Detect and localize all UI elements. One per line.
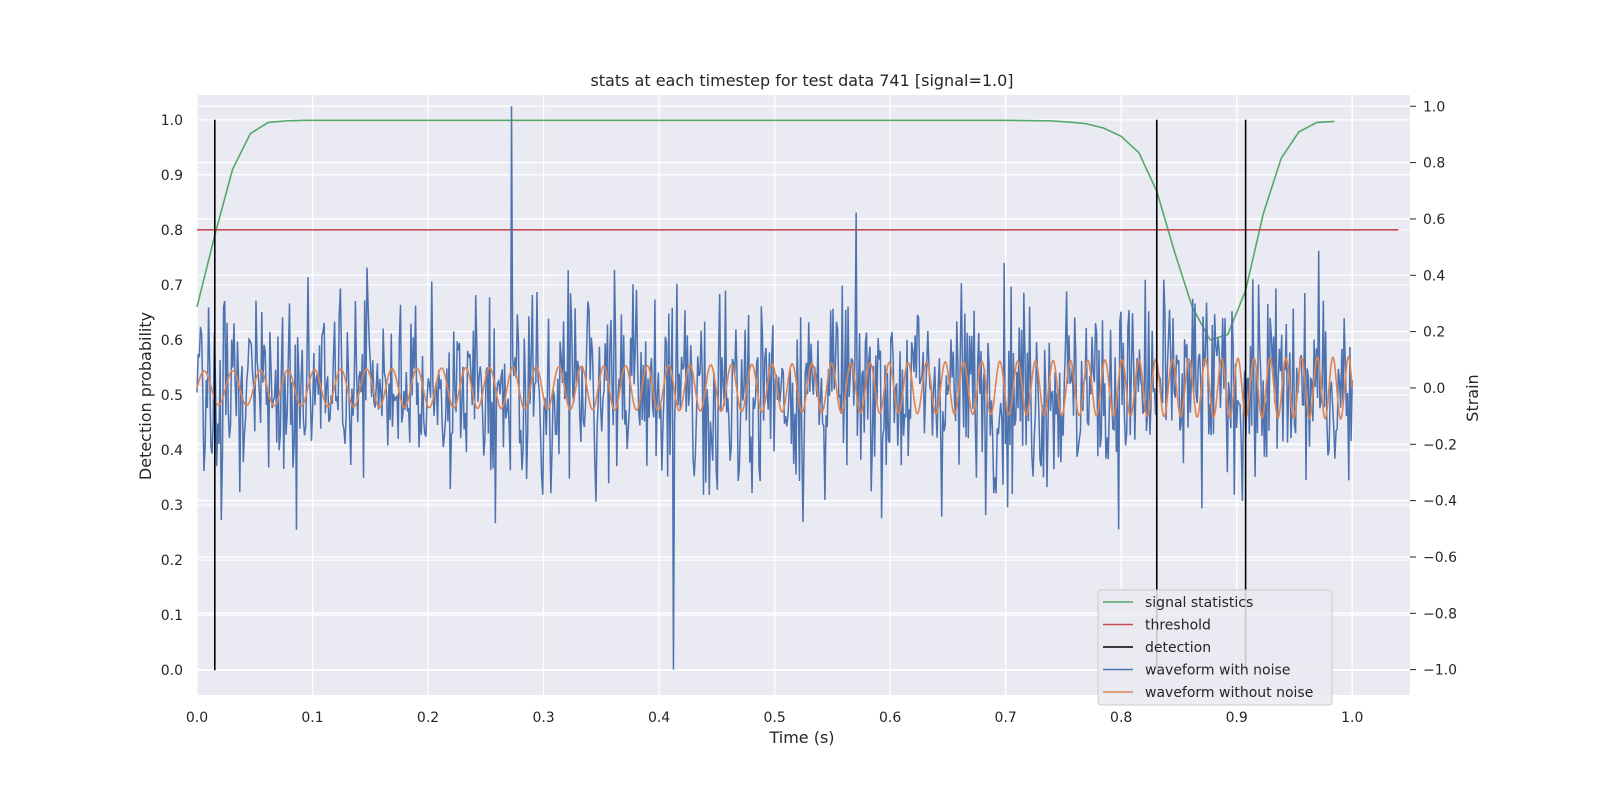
plot-area: [196, 95, 1410, 695]
x-tick-label: 0.9: [1226, 710, 1248, 726]
y-axis-right-ticks: −1.0 −0.8 −0.6 −0.4 −0.2 0.0 0.2 0.4 0.6 0.8 1.0: [1410, 99, 1457, 679]
y-left-tick-label: 0.9: [161, 168, 183, 184]
y-left-tick-label: 0.7: [161, 278, 183, 294]
y-left-tick-label: 0.6: [161, 333, 183, 349]
x-tick-label: 0.2: [417, 710, 439, 726]
y-right-tick-label: −1.0: [1423, 663, 1457, 679]
legend-label: waveform without noise: [1145, 685, 1313, 701]
x-tick-label: 0.5: [763, 710, 785, 726]
x-tick-label: 0.4: [648, 710, 670, 726]
x-tick-label: 0.7: [995, 710, 1017, 726]
legend-label: threshold: [1145, 618, 1211, 634]
legend-box: [1097, 589, 1333, 706]
y-right-tick-label: 0.6: [1423, 212, 1445, 228]
x-tick-label: 0.3: [532, 710, 554, 726]
chart-title: stats at each timestep for test data 741…: [590, 71, 1013, 90]
legend: signal statistics threshold detection wavef…: [1097, 589, 1333, 706]
y-left-tick-label: 0.5: [161, 388, 183, 404]
y-right-tick-label: 0.8: [1423, 156, 1445, 172]
x-tick-label: 0.1: [301, 710, 323, 726]
x-tick-label: 0.0: [186, 710, 208, 726]
y-axis-left-label: Detection probability: [136, 312, 155, 480]
y-left-tick-label: 0.1: [161, 608, 183, 624]
y-left-tick-label: 0.4: [161, 443, 183, 459]
y-right-tick-label: 0.4: [1423, 268, 1445, 284]
x-axis-label: Time (s): [768, 728, 834, 747]
y-right-tick-label: −0.2: [1423, 437, 1457, 453]
legend-label: waveform with noise: [1145, 663, 1290, 679]
x-tick-label: 1.0: [1341, 710, 1363, 726]
signal-statistics-line: [196, 119, 1335, 341]
waveform-without-noise-line: [196, 356, 1354, 421]
y-left-tick-label: 0.8: [161, 223, 183, 239]
x-axis-ticks: 0.0 0.1 0.2 0.3 0.4 0.5 0.6 0.7 0.8 0.9 1.0: [186, 710, 1364, 726]
y-right-tick-label: 0.0: [1423, 381, 1445, 397]
y-left-tick-label: 0.2: [161, 553, 183, 569]
y-right-tick-label: −0.6: [1423, 550, 1457, 566]
legend-label: signal statistics: [1145, 595, 1253, 611]
y-axis-right-label: Strain: [1463, 374, 1482, 421]
x-tick-label: 0.6: [879, 710, 901, 726]
series-detection: [213, 119, 1247, 671]
y-right-tick-label: 0.2: [1423, 325, 1445, 341]
y-right-tick-label: −0.4: [1423, 494, 1457, 510]
y-axis-left-ticks: 0.0 0.1 0.2 0.3 0.4 0.5 0.6 0.7 0.8 0.9 1.0: [161, 113, 183, 679]
y-left-tick-label: 0.0: [161, 663, 183, 679]
y-right-tick-label: −0.8: [1423, 606, 1457, 622]
y-right-tick-label: 1.0: [1423, 99, 1445, 115]
series-signal-statistics: [196, 119, 1335, 341]
y-left-tick-label: 1.0: [161, 113, 183, 129]
legend-label: detection: [1145, 640, 1211, 656]
y-left-tick-label: 0.3: [161, 498, 183, 514]
series-waveform-without-noise: [196, 356, 1354, 421]
x-tick-label: 0.8: [1110, 710, 1132, 726]
